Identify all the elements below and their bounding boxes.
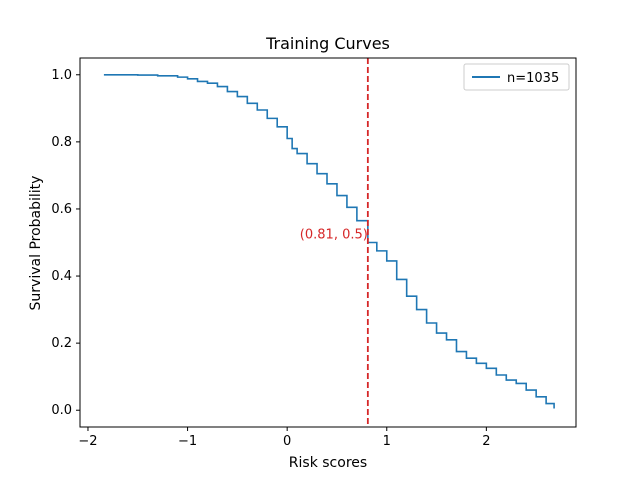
- legend-box: [463, 63, 570, 91]
- x-axis-label: Risk scores: [289, 455, 367, 471]
- x-tick-label: 0: [283, 434, 291, 449]
- y-tick-label: 0.6: [51, 202, 72, 217]
- y-tick-label: 0.8: [51, 135, 72, 150]
- x-tick-label: −1: [178, 434, 197, 449]
- x-tick-label: 2: [482, 434, 490, 449]
- chart-title: Training Curves: [265, 34, 390, 53]
- y-tick-label: 0.0: [51, 403, 72, 418]
- y-axis-label: Survival Probability: [28, 176, 44, 311]
- plot-area: (0.81, 0.5) −2 −1 0 1 2 0.0 0.2 0.4 0.6 0.8 1.0: [51, 57, 577, 449]
- y-tick-label: 1.0: [51, 68, 72, 83]
- axes-frame: [79, 57, 577, 428]
- x-tick-label: −2: [78, 434, 97, 449]
- point-annotation: (0.81, 0.5): [300, 228, 368, 243]
- series-line-0: [103, 73, 555, 409]
- x-tick-label: 1: [383, 434, 391, 449]
- legend: n=1035: [463, 63, 570, 91]
- legend-label: n=1035: [507, 71, 559, 86]
- y-tick-label: 0.4: [51, 269, 72, 284]
- y-tick-label: 0.2: [51, 336, 72, 351]
